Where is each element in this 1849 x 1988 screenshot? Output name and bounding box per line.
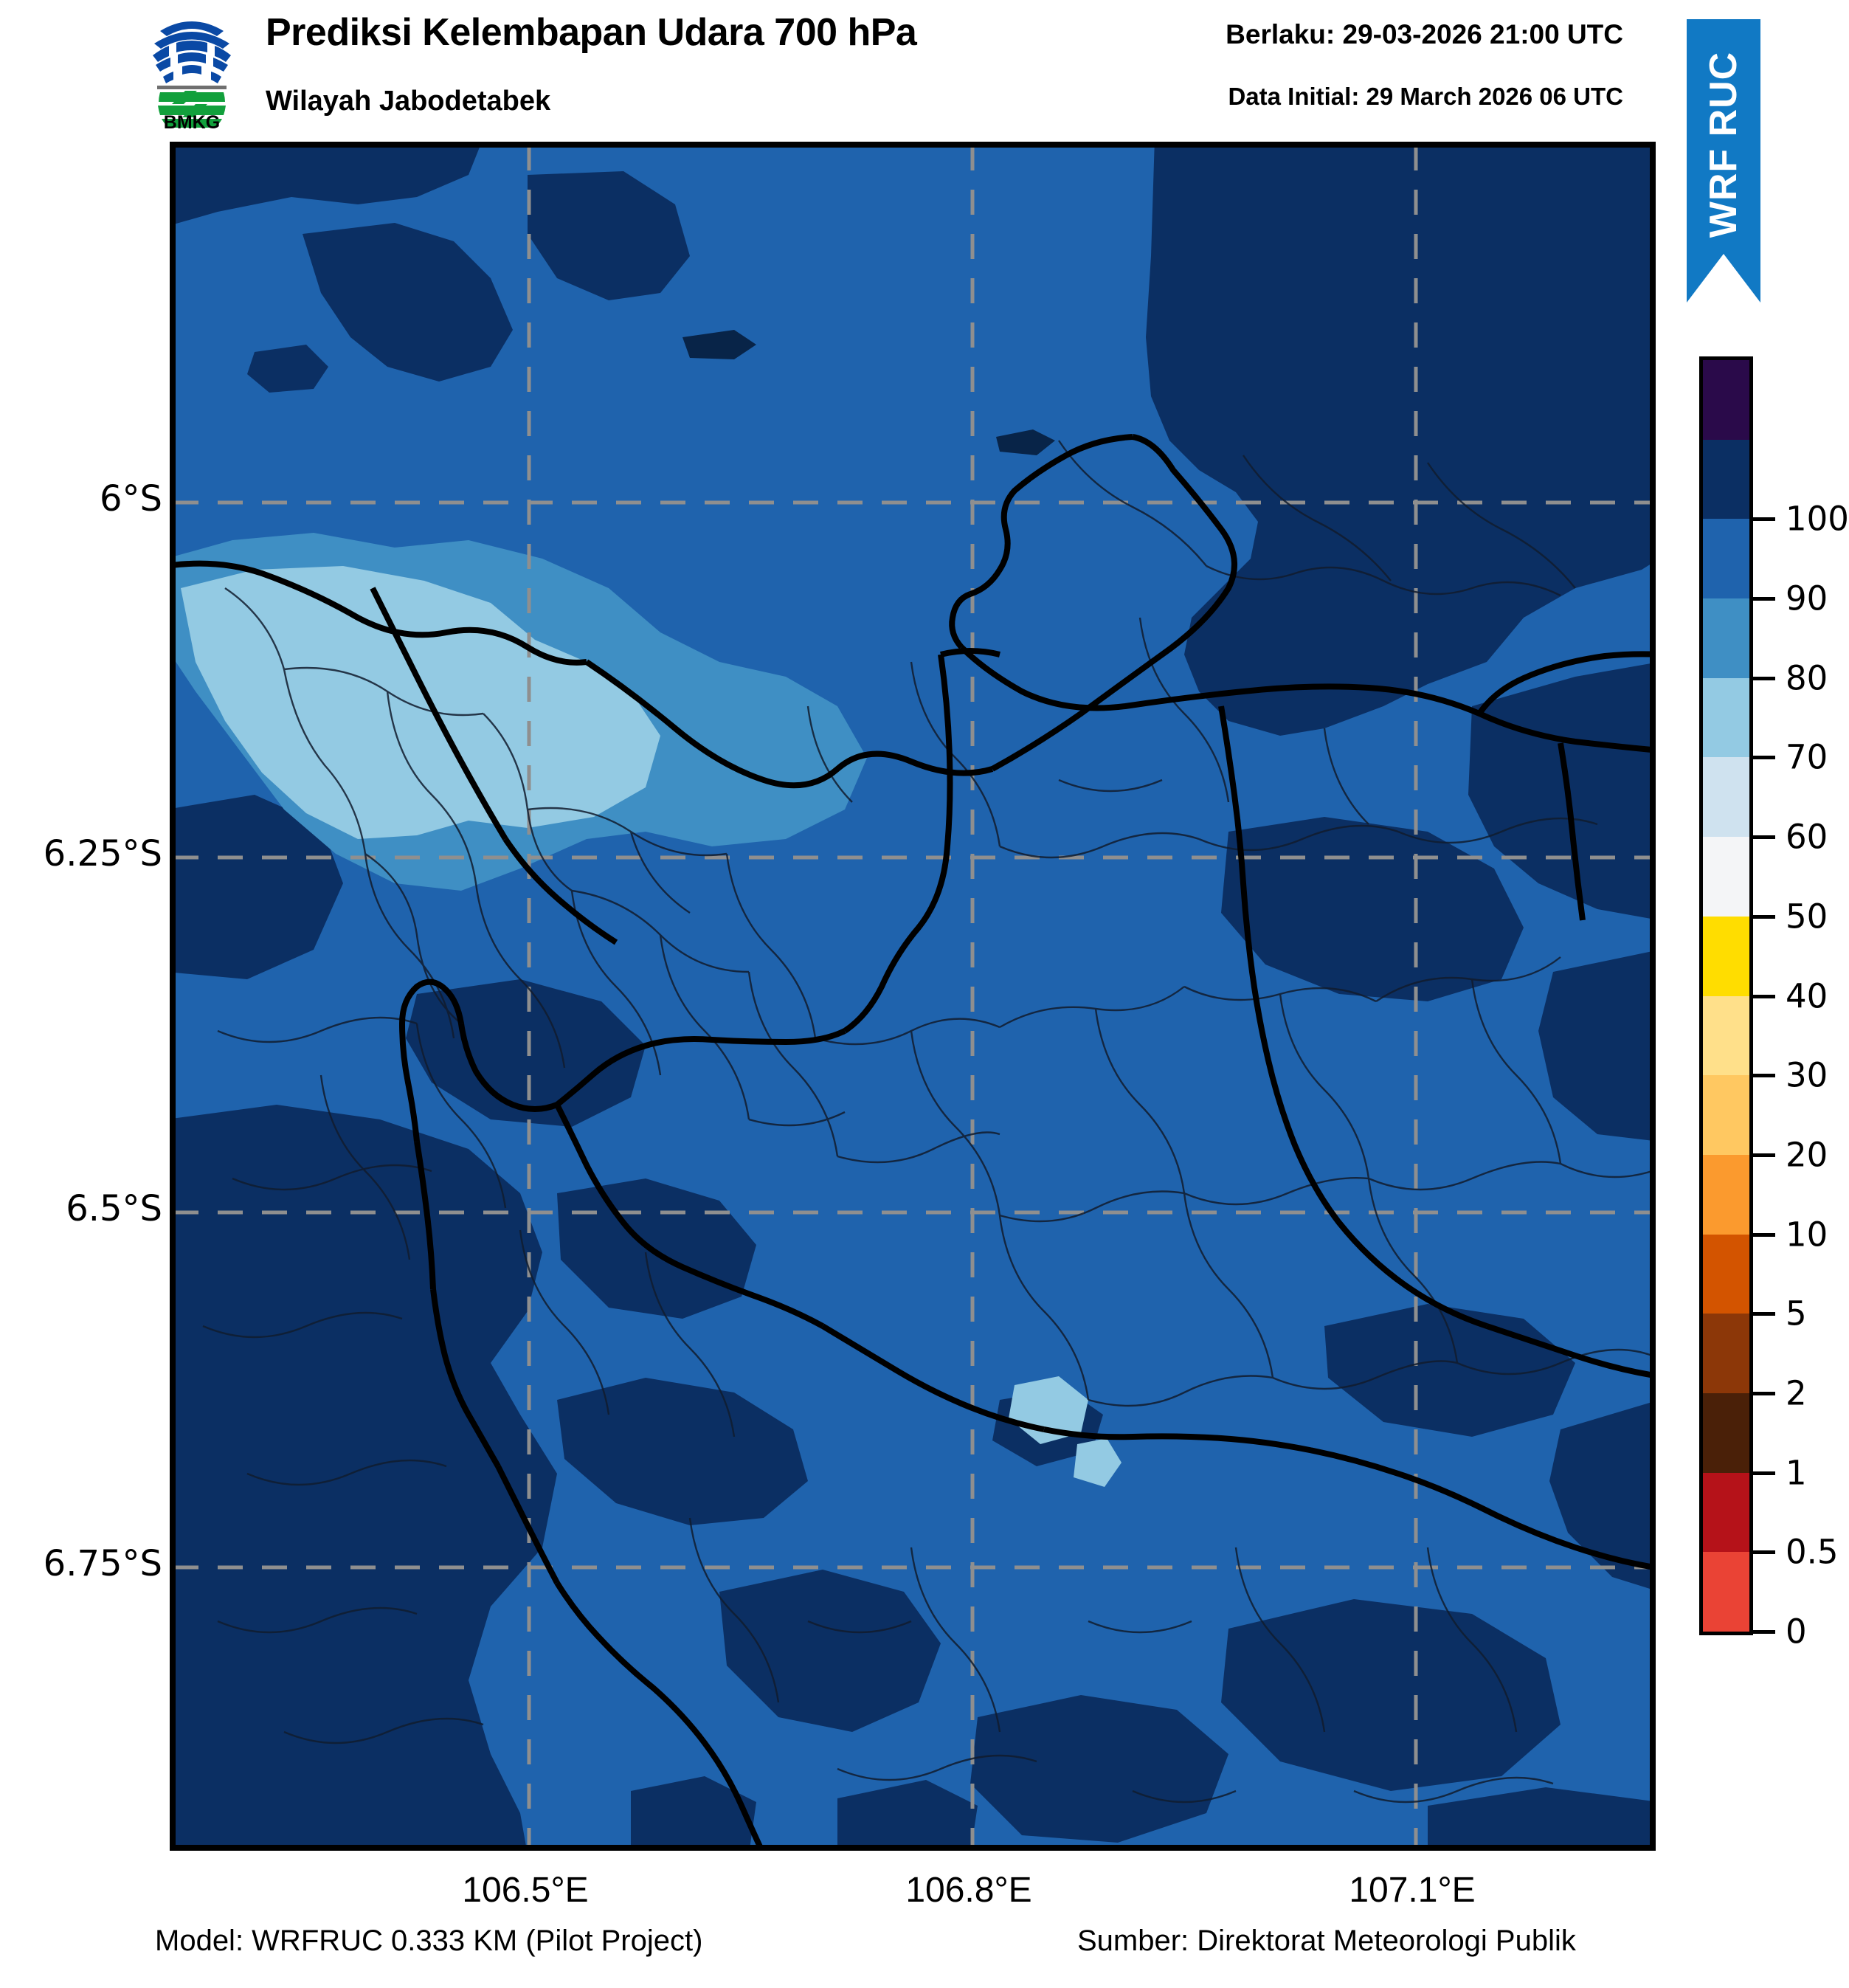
humidity-contour-map [173,145,1652,1847]
colorbar-tick-label-20: 20 [1786,1135,1828,1175]
colorbar-tick-label-0.5: 0.5 [1786,1532,1839,1572]
colorbar-tick-2 [1753,1391,1775,1395]
colorbar-tick-0.5 [1753,1550,1775,1555]
colorbar-tick-1 [1753,1471,1775,1475]
page-subtitle: Wilayah Jabodetabek [266,86,551,117]
map-gridlines [173,145,1652,1847]
colorbar-tick-label-40: 40 [1786,976,1828,1015]
colorbar-tick-30 [1753,1074,1775,1078]
colorbar-tick-50 [1753,914,1775,919]
data-initial-label: Data Initial: 29 March 2026 06 UTC [1228,83,1623,110]
colorbar-band-2 [1703,1314,1749,1393]
colorbar-tick-70 [1753,756,1775,760]
colorbar-band-top [1703,360,1749,440]
colorbar-band-20 [1703,1075,1749,1155]
colorbar-tick-100 [1753,517,1775,522]
colorbar-band-70 [1703,677,1749,758]
colorbar-band-50 [1703,837,1749,917]
colorbar-tick-5 [1753,1312,1775,1316]
lon-label-1071e: 107.1°E [1349,1871,1476,1910]
title-block: Prediksi Kelembapan Udara 700 hPa Wilaya… [266,10,917,117]
lon-label-1068e: 106.8°E [905,1871,1032,1910]
wrf-ruc-ribbon: WRF RUC [1687,19,1760,303]
colorbar-band-0.5 [1703,1472,1749,1553]
colorbar-tick-10 [1753,1232,1775,1237]
colorbar-tick-label-70: 70 [1786,737,1828,777]
colorbar-tick-label-1: 1 [1786,1453,1807,1493]
colorbar-tick-90 [1753,597,1775,601]
colorbar-band-100 [1703,439,1749,520]
colorbar-band-80 [1703,598,1749,678]
colorbar-band-40 [1703,916,1749,996]
colorbar-tick-label-2: 2 [1786,1373,1807,1413]
colorbar-band-90 [1703,519,1749,599]
footer-source-label: Sumber: Direktorat Meteorologi Publik [1077,1925,1576,1957]
ribbon-shape [1687,19,1760,303]
colorbar-tick-20 [1753,1153,1775,1157]
colorbar-band-5 [1703,1234,1749,1314]
humidity-colorbar[interactable] [1699,356,1753,1635]
colorbar-tick-label-50: 50 [1786,897,1828,936]
lat-label-6s: 6°S [99,478,162,520]
fill-90-100 [173,145,1652,1847]
fill-gt-100 [682,330,1055,455]
page-header: BMKG Prediksi Kelembapan Udara 700 hPa W… [0,0,1849,303]
colorbar-band-60 [1703,757,1749,838]
bmkg-logo: BMKG [153,21,231,131]
bmkg-logo-text: BMKG [164,112,220,131]
colorbar-tick-label-80: 80 [1786,658,1828,698]
colorbar-tick-label-30: 30 [1786,1055,1828,1095]
colorbar-tick-label-10: 10 [1786,1215,1828,1254]
colorbar-tick-label-0: 0 [1786,1612,1807,1652]
lat-label-65s: 6.5°S [66,1188,162,1229]
validity-block: Berlaku: 29-03-2026 21:00 UTC Data Initi… [1092,19,1623,111]
fill-60-70-core [181,566,1122,1487]
colorbar-tick-group: 100 90 80 70 60 50 40 30 20 10 5 2 1 0.5 0 [1753,356,1849,1652]
colorbar-band-1 [1703,1392,1749,1473]
page-title: Prediksi Kelembapan Udara 700 hPa [266,11,917,54]
colorbar-tick-label-60: 60 [1786,817,1828,857]
subdistrict-boundaries [202,440,1652,1804]
footer-model-label: Model: WRFRUC 0.333 KM (Pilot Project) [155,1925,703,1957]
lat-label-625s: 6.25°S [43,833,162,874]
lon-label-1065e: 106.5°E [462,1871,589,1910]
colorbar-tick-label-100: 100 [1786,499,1849,539]
colorbar-tick-label-5: 5 [1786,1294,1807,1333]
colorbar-tick-60 [1753,835,1775,840]
colorbar-tick-0 [1753,1630,1775,1634]
province-boundaries [173,434,1652,1847]
colorbar-tick-label-90: 90 [1786,579,1828,618]
ribbon-label: WRF RUC [1702,51,1745,238]
lat-label-675s: 6.75°S [43,1543,162,1584]
colorbar-tick-40 [1753,994,1775,998]
colorbar-tick-80 [1753,676,1775,680]
valid-time-label: Berlaku: 29-03-2026 21:00 UTC [1226,19,1623,49]
colorbar-band-0 [1703,1552,1749,1632]
map-canvas[interactable] [170,142,1656,1851]
colorbar-band-10 [1703,1154,1749,1235]
colorbar-band-30 [1703,995,1749,1076]
